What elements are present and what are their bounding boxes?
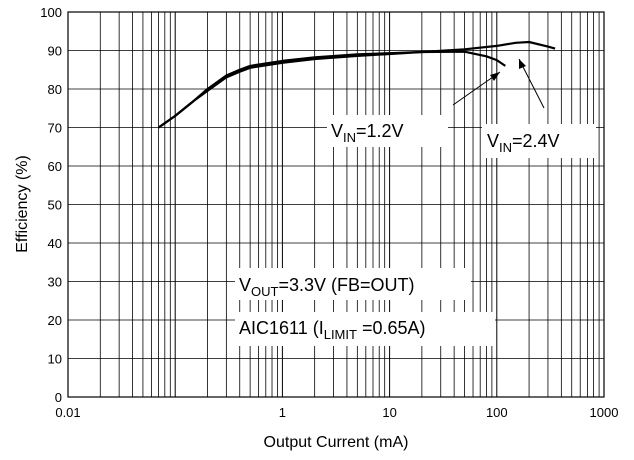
label-vout: VOUT=3.3V (FB=OUT) <box>239 275 415 299</box>
series-line-2 <box>157 40 556 129</box>
label-vin1: VIN=1.2V <box>331 121 404 145</box>
y-tick-label: 80 <box>48 82 62 97</box>
y-tick-label: 50 <box>48 198 62 213</box>
y-tick-label: 10 <box>48 352 62 367</box>
series-lines <box>157 40 556 129</box>
label-box-vout <box>235 268 471 300</box>
y-tick-labels: 0 10 20 30 40 50 60 70 80 90 100 <box>40 5 62 405</box>
y-tick-label: 100 <box>40 5 62 20</box>
arrowhead-vin1 <box>490 72 500 81</box>
plot-frame <box>67 11 605 398</box>
label-box-vin2 <box>482 124 596 158</box>
label-aic: AIC1611 (ILIMIT =0.65A) <box>239 318 426 342</box>
x-tick-label: 1 <box>279 405 286 420</box>
label-vin2: VIN=2.4V <box>487 131 560 155</box>
y-tick-label: 30 <box>48 275 62 290</box>
label-box-vin1 <box>327 115 448 147</box>
x-tick-label: 100 <box>486 405 508 420</box>
y-tick-label: 60 <box>48 159 62 174</box>
x-tick-label: 1000 <box>590 405 619 420</box>
y-tick-label: 0 <box>55 390 62 405</box>
y-tick-label: 70 <box>48 121 62 136</box>
x-tick-labels: 0.01 1 10 100 1000 <box>55 405 618 420</box>
arrowhead-vin2 <box>519 59 526 69</box>
y-axis-title: Efficiency (%) <box>14 155 31 253</box>
y-tick-label: 20 <box>48 313 62 328</box>
x-axis-title: Output Current (mA) <box>264 434 409 451</box>
y-tick-label: 40 <box>48 236 62 251</box>
x-tick-label: 10 <box>382 405 396 420</box>
x-tick-label: 0.01 <box>55 405 80 420</box>
y-tick-label: 90 <box>48 44 62 59</box>
label-box-aic <box>235 312 495 346</box>
